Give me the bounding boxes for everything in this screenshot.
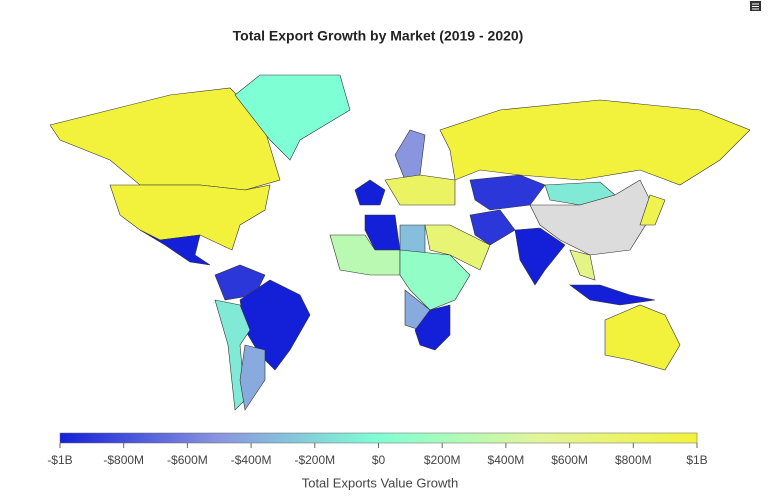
country xyxy=(394,129,426,181)
colorbar xyxy=(59,432,698,444)
country xyxy=(639,194,666,226)
map xyxy=(49,74,751,411)
colorbar-tick-label: $1B xyxy=(686,453,707,467)
colorbar-tick-label: $600M xyxy=(551,453,588,467)
country xyxy=(234,74,351,161)
country xyxy=(214,264,266,301)
country xyxy=(384,174,456,206)
country xyxy=(239,279,311,371)
colorbar-tick-label: $800M xyxy=(615,453,652,467)
colorbar-tick-label: $400M xyxy=(488,453,525,467)
colorbar-tick-label: -$1B xyxy=(47,453,72,467)
colorbar-tick-label: $0 xyxy=(372,453,386,467)
country xyxy=(399,249,471,311)
country xyxy=(239,344,266,411)
chart-title: Total Export Growth by Market (2019 - 20… xyxy=(233,28,524,44)
country xyxy=(414,304,451,351)
country xyxy=(469,209,516,246)
country xyxy=(139,229,211,266)
country xyxy=(604,304,681,371)
colorbar-tick-label: -$200M xyxy=(294,453,335,467)
country xyxy=(514,227,566,286)
menu-icon[interactable] xyxy=(750,1,761,11)
country xyxy=(569,284,656,306)
country xyxy=(109,184,271,251)
colorbar-title: Total Exports Value Growth xyxy=(302,475,459,490)
colorbar-tick-label: -$800M xyxy=(103,453,144,467)
country xyxy=(424,224,491,271)
country xyxy=(529,179,656,256)
country xyxy=(354,179,386,206)
colorbar-tick-label: -$400M xyxy=(231,453,272,467)
country xyxy=(49,87,281,191)
colorbar-tick-label: $200M xyxy=(424,453,461,467)
country xyxy=(439,99,751,186)
country xyxy=(569,249,596,281)
colorbar-tick-label: -$600M xyxy=(167,453,208,467)
